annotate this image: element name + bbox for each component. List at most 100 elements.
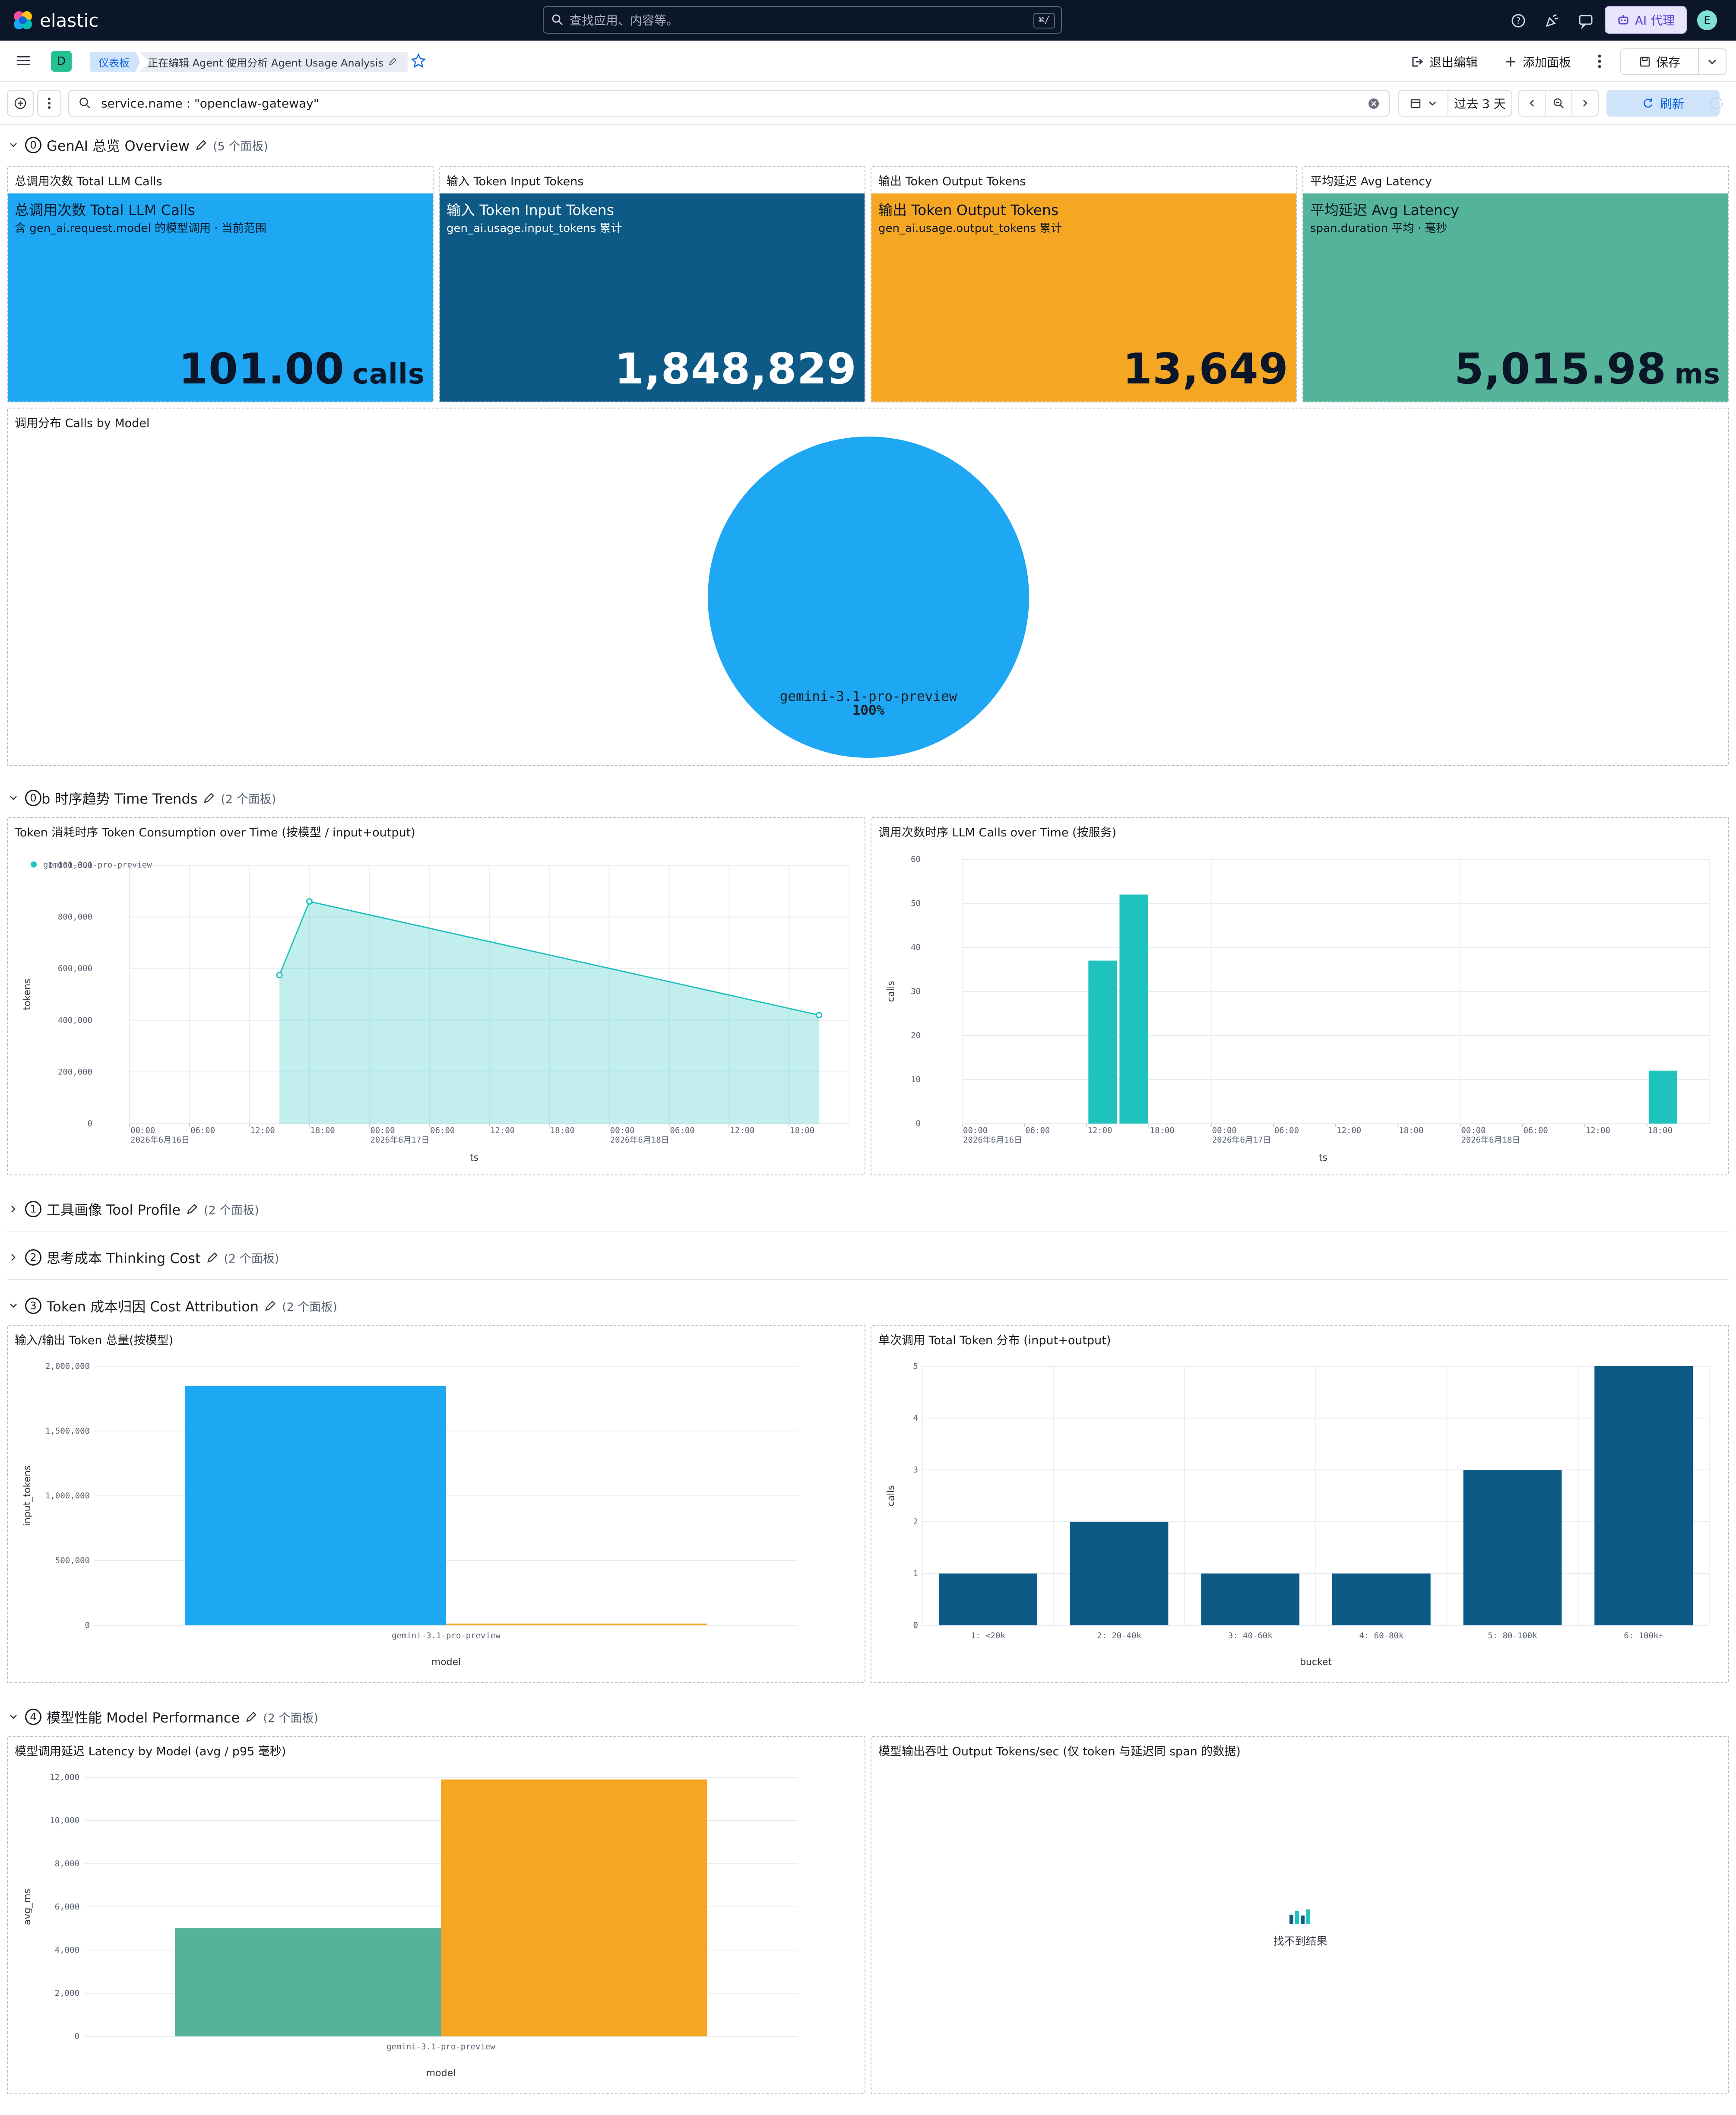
space-avatar[interactable]: D [51,51,72,72]
calls-time-panel[interactable]: 调用次数时序 LLM Calls over Time (按服务) 0 10 20 30… [871,817,1729,1175]
edit-pencil-icon[interactable] [195,139,208,152]
edit-pencil-icon[interactable] [388,57,397,66]
token-time-panel[interactable]: Token 消耗时序 Token Consumption over Time (… [7,817,865,1175]
zoom-out-button[interactable] [1545,91,1572,116]
user-avatar[interactable]: E [1697,10,1717,30]
x-tick-label: 00:00 [1461,1126,1486,1135]
x-tick-label: 12:00 [1087,1126,1112,1135]
x-axis-title: ts [1319,1152,1327,1163]
token-dist-panel[interactable]: 单次调用 Total Token 分布 (input+output) 0 1 2 3 4… [871,1325,1729,1683]
panel-title: 模型输出吞吐 Output Tokens/sec (仅 token 与延迟同 s… [878,1745,1241,1758]
section-overview-header[interactable]: 0 GenAI 总览 Overview (5 个面板) [7,132,268,158]
edit-pencil-icon[interactable] [203,792,215,804]
save-split-button: 保存 [1620,48,1726,75]
x-date-label: 2026年6月18日 [610,1135,669,1145]
save-icon [1640,57,1650,67]
metric-panel[interactable]: 平均延迟 Avg Latency 平均延迟 Avg Latency span.d… [1302,166,1729,402]
bar [446,1623,707,1625]
x-axis-title: bucket [1300,1657,1332,1668]
metric-subtitle: gen_ai.usage.output_tokens 累计 [878,222,1062,235]
elastic-logo[interactable]: elastic [12,9,98,31]
add-panel-button[interactable]: 添加面板 [1505,52,1571,72]
edit-pencil-icon[interactable] [206,1251,219,1264]
favorite-star-icon[interactable] [410,53,427,69]
search-shortcut: ⌘/ [1033,13,1055,28]
metric-panel[interactable]: 输出 Token Output Tokens 输出 Token Output T… [871,166,1297,402]
throughput-panel[interactable]: 模型输出吞吐 Output Tokens/sec (仅 token 与延迟同 s… [871,1736,1729,2094]
latency-panel[interactable]: 模型调用延迟 Latency by Model (avg / p95 毫秒) 0… [7,1736,865,2094]
x-tick-label: 6: 100k+ [1624,1631,1663,1640]
query-menu-button[interactable] [37,90,61,117]
y-tick-label: 12,000 [50,1773,79,1782]
section-thinking-header[interactable]: 2 思考成本 Thinking Cost (2 个面板) [7,1244,279,1270]
metric-unit: calls [352,358,425,390]
y-tick-label: 30 [911,987,921,996]
help-icon[interactable]: ? [1510,12,1527,29]
menu-icon[interactable] [16,54,31,67]
y-tick-label: 4,000 [55,1945,79,1955]
section-title: GenAI 总览 Overview [47,138,190,154]
metric-panel[interactable]: 总调用次数 Total LLM Calls 总调用次数 Total LLM Ca… [7,166,434,402]
bar [185,1386,446,1625]
exit-edit-button[interactable]: 退出编辑 [1410,52,1478,72]
breadcrumb-dashboards[interactable]: 仪表板 [90,52,140,72]
refresh-label: 刷新 [1660,97,1684,111]
ai-agent-button[interactable]: AI 代理 [1605,6,1687,34]
y-tick-label: 6,000 [55,1902,79,1912]
y-tick-label: 1,000,000 [48,861,92,870]
x-tick-label: 00:00 [610,1126,635,1135]
date-picker[interactable]: 过去 3 天 [1398,90,1512,117]
metric-number: 1,848,829 [615,345,857,394]
bar [1088,960,1117,1124]
bar [1201,1574,1300,1625]
edit-pencil-icon[interactable] [245,1710,258,1723]
y-axis-title: calls [886,981,897,1002]
more-options-icon[interactable] [1595,54,1604,69]
add-filter-button[interactable] [7,90,34,117]
section-perf-header[interactable]: 4 模型性能 Model Performance (2 个面板) [7,1704,318,1730]
metric-subtitle: gen_ai.usage.input_tokens 累计 [447,222,622,235]
panel-title: 输出 Token Output Tokens [878,175,1026,188]
chat-icon[interactable] [1577,12,1594,29]
time-next-button[interactable] [1572,98,1598,108]
chevron-down-icon [1429,101,1436,106]
y-tick-label: 400,000 [58,1016,92,1025]
io-token-panel[interactable]: 输入/输出 Token 总量(按模型) 0 500,000 1,000,000 1,5… [7,1325,865,1683]
edit-pencil-icon[interactable] [264,1299,277,1312]
metric-panel[interactable]: 输入 Token Input Tokens 输入 Token Input Tok… [439,166,865,402]
news-feed-icon[interactable] [1543,12,1561,29]
y-tick-label: 500,000 [55,1556,90,1565]
x-date-label: 2026年6月17日 [370,1135,429,1145]
bar [1070,1522,1169,1625]
section-tool-header[interactable]: 1 工具画像 Tool Profile (2 个面板) [7,1196,259,1222]
breadcrumb-current-label: 正在编辑 Agent 使用分析 Agent Usage Analysis [148,57,383,69]
x-tick-label: 18:00 [310,1126,335,1135]
clear-query-icon[interactable] [1367,97,1380,110]
pie-panel[interactable]: 调用分布 Calls by Model gemini-3.1-pro-previ… [7,408,1729,766]
y-axis-title: tokens [22,979,33,1010]
quick-select-button[interactable] [1399,91,1448,116]
kql-query-input[interactable]: service.name : "openclaw-gateway" [68,90,1390,117]
save-options-button[interactable] [1699,49,1726,74]
global-search-input[interactable]: 查找应用、内容等。 ⌘/ [543,6,1062,34]
brand-name: elastic [40,9,99,31]
edit-pencil-icon[interactable] [186,1203,199,1216]
panel-title: 平均延迟 Avg Latency [1310,175,1432,188]
x-tick-label: 18:00 [550,1126,575,1135]
section-cost-header[interactable]: 3 Token 成本归因 Cost Attribution (2 个面板) [7,1293,337,1319]
save-button[interactable]: 保存 [1621,49,1699,74]
time-prev-button[interactable] [1519,98,1545,108]
chevron-down-icon [10,1304,17,1308]
pie-slice [708,437,1029,758]
refresh-button[interactable]: 刷新 [1606,90,1720,117]
query-bar: service.name : "openclaw-gateway" 过去 3 天… [0,82,1736,125]
auto-refresh-icon[interactable] [1708,95,1725,111]
chevron-down-icon [1708,59,1717,65]
section-panel-count: (2 个面板) [282,1300,337,1314]
x-tick-label: 2: 20-40k [1097,1631,1142,1640]
panel-title: 调用分布 Calls by Model [15,417,150,430]
section-panel-count: (2 个面板) [224,1252,279,1266]
x-tick-label: 00:00 [130,1126,155,1135]
y-tick-label: 0 [85,1621,90,1630]
